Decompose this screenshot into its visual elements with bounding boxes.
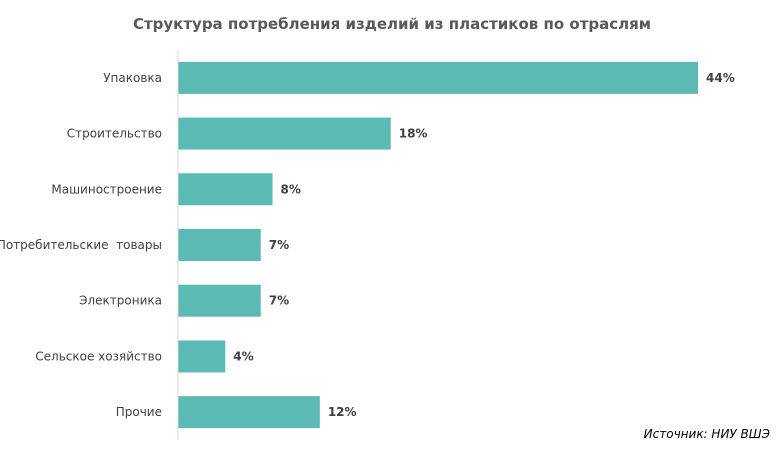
bar-1 [178, 117, 391, 150]
value-label-1: 18% [399, 127, 428, 141]
bar-5 [178, 340, 226, 373]
category-label-0: Упаковка [103, 71, 162, 85]
category-label-1: Строительство [67, 127, 162, 141]
bars-group: Упаковка 44% Строительство 18% Машиностроени… [0, 61, 735, 429]
value-label-2: 8% [281, 182, 301, 196]
category-label-4: Электроника [79, 294, 162, 308]
category-label-6: Прочие [116, 405, 162, 419]
bar-3 [178, 229, 261, 261]
value-label-5: 4% [233, 349, 253, 363]
value-label-3: 7% [269, 238, 289, 252]
value-label-0: 44% [706, 71, 735, 85]
value-label-6: 12% [328, 405, 357, 419]
bar-6 [178, 396, 320, 429]
category-label-2: Машиностроение [51, 182, 162, 196]
value-label-4: 7% [269, 294, 289, 308]
bar-4 [178, 284, 261, 317]
chart-title: Структура потребления изделий из пластик… [133, 15, 651, 33]
bar-2 [178, 173, 273, 206]
bar-0 [178, 61, 698, 94]
category-label-5: Сельское хозяйство [35, 349, 162, 363]
category-label-3: Потребительские товары [0, 238, 162, 252]
source-note: Источник: НИУ ВШЭ [644, 427, 771, 441]
